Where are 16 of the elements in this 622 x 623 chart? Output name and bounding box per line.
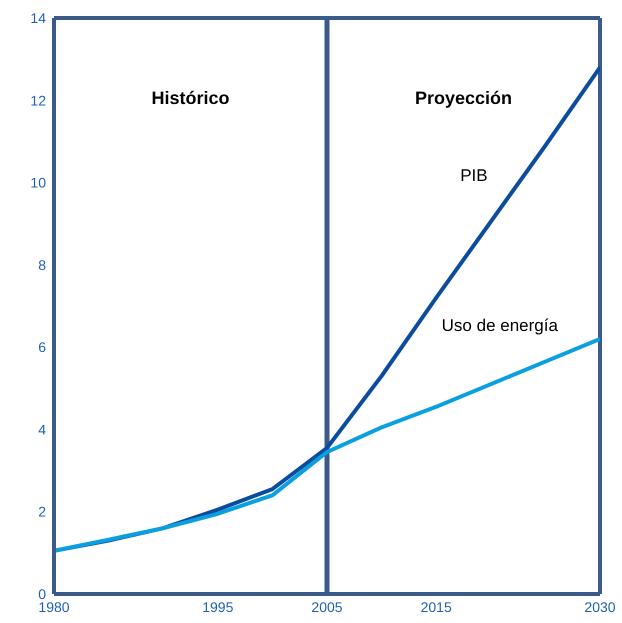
x-tick-label: 2015 (420, 598, 452, 615)
y-tick-label: 12 (30, 92, 46, 108)
series-label: PIB (460, 166, 488, 186)
line-series (54, 336, 600, 553)
y-tick-label: 4 (38, 421, 46, 438)
y-tick-label: 2 (38, 504, 46, 520)
x-tick-label: 2005 (311, 598, 343, 615)
x-tick-label: 2030 (584, 598, 616, 615)
x-tick-label: 1995 (202, 598, 234, 615)
y-tick-label: 14 (30, 10, 46, 26)
y-tick-label: 6 (38, 339, 46, 356)
annotation: Proyección (414, 88, 512, 109)
series-label: Uso de energía (442, 316, 558, 336)
y-tick-label: 10 (30, 174, 46, 191)
annotation: Histórico (151, 88, 230, 109)
y-tick-label: 8 (38, 256, 46, 273)
